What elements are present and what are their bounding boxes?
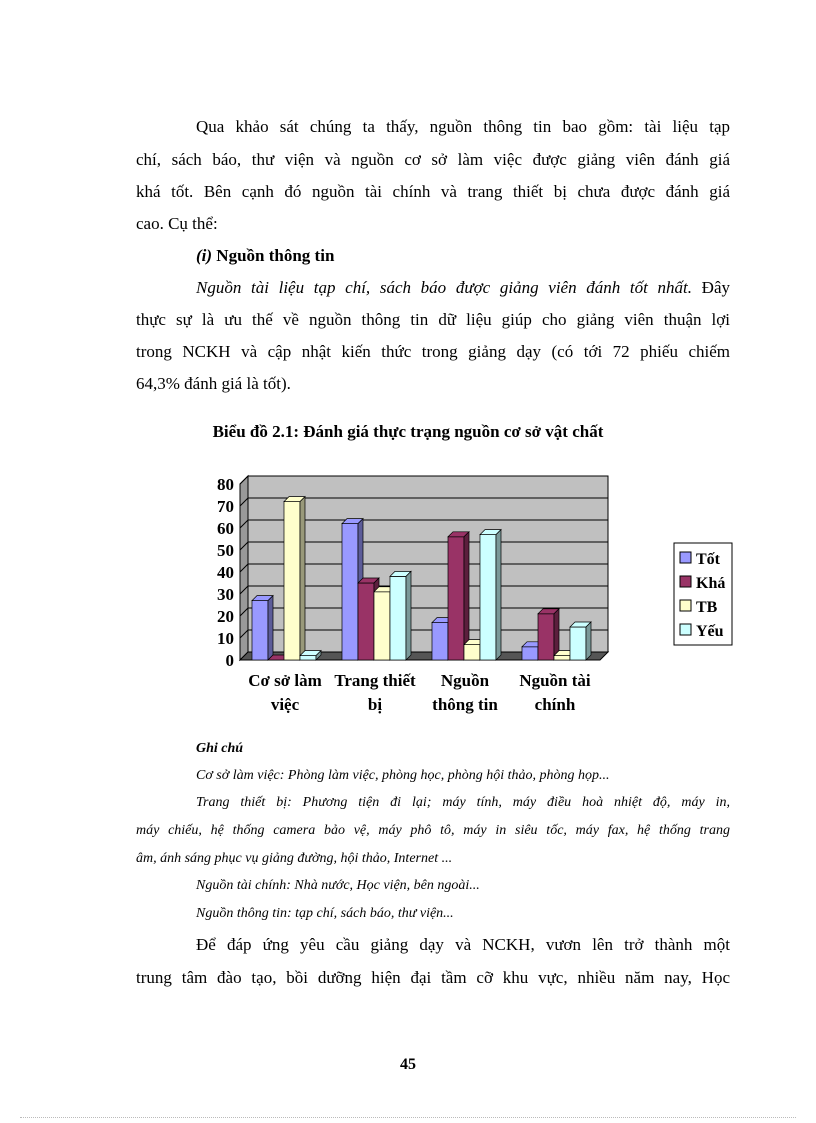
bar bbox=[283, 501, 301, 661]
y-tick-label: 10 bbox=[217, 629, 234, 648]
bar bbox=[299, 655, 317, 661]
bar bbox=[357, 582, 375, 661]
x-tick-label: bị bbox=[368, 695, 382, 714]
y-tick-label: 40 bbox=[217, 563, 234, 582]
page-border bbox=[20, 1117, 796, 1118]
bar bbox=[251, 600, 269, 661]
y-tick-label: 0 bbox=[226, 651, 235, 670]
paragraph-line: khá tốt. Bên cạnh đó nguồn tài chính và … bbox=[136, 182, 730, 201]
paragraph-line: 64,3% đánh giá là tốt). bbox=[136, 374, 291, 393]
paragraph-line: thực sự là ưu thế về nguồn thông tin dữ … bbox=[136, 310, 730, 329]
y-tick-label: 50 bbox=[217, 541, 234, 560]
bar bbox=[479, 534, 497, 661]
x-tick-label: Trang thiết bbox=[334, 671, 416, 690]
note-line: Cơ sở làm việc: Phòng làm việc, phòng họ… bbox=[196, 768, 610, 783]
notes-title: Ghi chú bbox=[196, 741, 244, 756]
x-tick-label: Nguồn bbox=[441, 671, 490, 690]
note-line: âm, ánh sáng phục vụ giảng đường, hội th… bbox=[136, 851, 453, 866]
y-tick-label: 30 bbox=[217, 585, 234, 604]
bar bbox=[389, 576, 407, 661]
legend-swatch bbox=[679, 623, 692, 636]
legend-label: Tốt bbox=[696, 551, 721, 568]
y-tick-label: 70 bbox=[217, 497, 234, 516]
bar-side bbox=[585, 621, 592, 661]
paragraph-line: Nguồn tài liệu tạp chí, sách báo được gi… bbox=[196, 278, 730, 298]
gridline bbox=[239, 475, 608, 485]
bar bbox=[463, 644, 481, 661]
paragraph-line: trung tâm đào tạo, bồi dưỡng hiện đại tầ… bbox=[136, 968, 730, 987]
legend-label: Yếu bbox=[696, 623, 724, 640]
note-line: Nguồn tài chính: Nhà nước, Học viện, bên… bbox=[196, 878, 480, 893]
bar-side bbox=[315, 649, 322, 661]
bar bbox=[521, 646, 539, 661]
bar bbox=[447, 536, 465, 661]
page-number: 45 bbox=[400, 1056, 416, 1073]
x-tick-label: việc bbox=[271, 695, 300, 714]
legend-label: Khá bbox=[696, 575, 725, 592]
y-tick-label: 80 bbox=[217, 475, 234, 494]
paragraph-line: Qua khảo sát chúng ta thấy, nguồn thông … bbox=[196, 117, 730, 136]
bar-side bbox=[299, 495, 306, 661]
bar-side bbox=[267, 594, 274, 661]
paragraph-line: Để đáp ứng yêu cầu giảng dạy và NCKH, vư… bbox=[196, 935, 730, 954]
bar-side bbox=[495, 528, 502, 661]
bar bbox=[553, 655, 571, 661]
bar-chart: 0 10 20 30 40 50 60 70 80 Cơ sở làm việc Trang thiế… bbox=[217, 474, 733, 714]
section-heading: (i) Nguồn thông tin bbox=[196, 246, 730, 266]
bar bbox=[341, 523, 359, 661]
gridline bbox=[239, 519, 608, 529]
heading-number: (i) bbox=[196, 246, 213, 265]
x-tick-label: chính bbox=[535, 695, 576, 714]
bar bbox=[431, 622, 449, 661]
legend-swatch bbox=[679, 599, 692, 612]
bar-side bbox=[405, 570, 412, 661]
heading-text: Nguồn thông tin bbox=[216, 246, 335, 265]
y-tick-label: 20 bbox=[217, 607, 234, 626]
y-tick-label: 60 bbox=[217, 519, 234, 538]
legend-swatch bbox=[679, 551, 692, 564]
text: Đây bbox=[692, 278, 731, 297]
emphasis-text: Nguồn tài liệu tạp chí, sách báo được gi… bbox=[196, 278, 693, 297]
legend-label: TB bbox=[696, 599, 718, 616]
note-line: Trang thiết bị: Phương tiện đi lại; máy … bbox=[196, 795, 730, 810]
bar bbox=[569, 626, 587, 661]
note-line: máy chiếu, hệ thống camera bảo vệ, máy p… bbox=[136, 823, 730, 838]
bar bbox=[373, 591, 391, 661]
legend-swatch bbox=[679, 575, 692, 588]
paragraph-line: cao. Cụ thể: bbox=[136, 214, 218, 233]
x-tick-label: Nguồn tài bbox=[519, 671, 591, 690]
x-tick-label: thông tin bbox=[432, 695, 498, 714]
paragraph-line: trong NCKH và cập nhật kiến thức trong g… bbox=[136, 342, 730, 361]
x-tick-label: Cơ sở làm bbox=[248, 671, 322, 690]
paragraph-line: chí, sách báo, thư viện và nguồn cơ sở l… bbox=[136, 150, 730, 169]
gridline bbox=[239, 497, 608, 507]
note-line: Nguồn thông tin: tạp chí, sách báo, thư … bbox=[196, 906, 454, 921]
bar bbox=[537, 613, 555, 661]
chart-title: Biểu đồ 2.1: Đánh giá thực trạng nguồn c… bbox=[212, 422, 604, 441]
